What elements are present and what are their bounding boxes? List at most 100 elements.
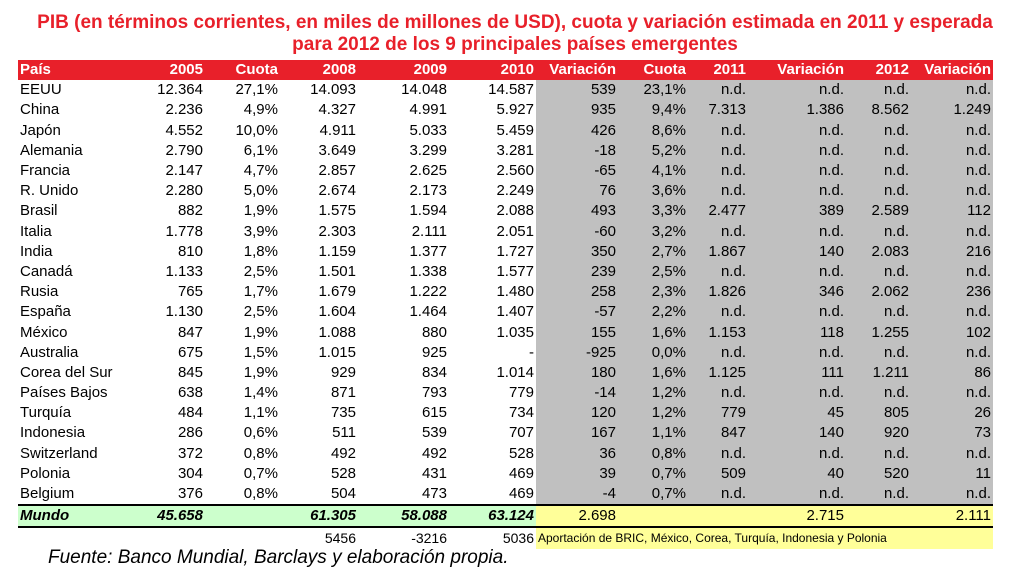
- value-cell: 2.303: [318, 222, 356, 240]
- value-cell: 539: [421, 424, 447, 442]
- table-row: R. Unido 2.280 5,0% 2.674 2.173 2.249 76 3,6% n.…: [18, 181, 993, 202]
- mundo-row: Mundo 45.658 61.305 58.088 63.124 2.698 …: [18, 504, 993, 529]
- value-cell: 847: [688, 423, 748, 444]
- value-cell: 675: [177, 343, 203, 361]
- table-title: PIB (en términos corrientes, en miles de…: [37, 12, 993, 55]
- value-cell: 1.867: [688, 241, 748, 262]
- value-cell: 23,1%: [618, 80, 688, 101]
- country-cell: EEUU: [20, 81, 62, 99]
- value-cell: 779: [508, 384, 534, 402]
- value-cell: 236: [911, 282, 993, 303]
- value-cell: 1,9%: [243, 363, 278, 381]
- header-cell: 2005: [128, 60, 205, 81]
- value-cell: 0,8%: [618, 443, 688, 464]
- value-cell: 5.033: [409, 121, 447, 139]
- mundo-2009: 58.088: [358, 504, 449, 529]
- table-row: Brasil 882 1,9% 1.575 1.594 2.088 493 3,3% 2.477…: [18, 201, 993, 222]
- value-cell: 1.464: [409, 303, 447, 321]
- value-cell: -65: [536, 160, 618, 182]
- value-cell: 2,5%: [243, 262, 278, 280]
- value-cell: n.d.: [688, 483, 748, 506]
- value-cell: 1.679: [318, 283, 356, 301]
- header-cell: 2010: [449, 60, 536, 81]
- value-cell: 1.211: [846, 362, 911, 383]
- value-cell: 539: [536, 80, 618, 101]
- value-cell: -925: [536, 342, 618, 363]
- value-cell: 102: [911, 322, 993, 343]
- value-cell: 1,9%: [243, 202, 278, 220]
- value-cell: 1,2%: [618, 383, 688, 404]
- value-cell: 880: [421, 323, 447, 341]
- value-cell: 882: [177, 202, 203, 220]
- aportacion-note: Aportación de BRIC, México, Corea, Turqu…: [536, 527, 993, 549]
- value-cell: -18: [536, 140, 618, 161]
- value-cell: n.d.: [688, 302, 748, 323]
- value-cell: 1.501: [318, 262, 356, 280]
- value-cell: 39: [536, 463, 618, 484]
- empty-cell: [205, 527, 280, 549]
- value-cell: 1.125: [688, 362, 748, 383]
- value-cell: n.d.: [748, 342, 846, 363]
- value-cell: 120: [536, 403, 618, 424]
- value-cell: 1.255: [846, 322, 911, 343]
- empty-cell: [18, 527, 128, 549]
- table-row: Polonia 304 0,7% 528 431 469 39 0,7% 509 40 520 11: [18, 463, 993, 484]
- value-cell: n.d.: [688, 140, 748, 161]
- value-cell: n.d.: [911, 140, 993, 161]
- header-cell: Variación: [748, 60, 846, 81]
- value-cell: 1.014: [496, 363, 534, 381]
- table-row: Belgium 376 0,8% 504 473 469 -4 0,7% n.d. n.d. n.d…: [18, 483, 993, 506]
- mundo-cuota-2010: [618, 504, 688, 529]
- value-cell: 10,0%: [235, 121, 278, 139]
- country-cell: Corea del Sur: [20, 363, 113, 381]
- value-cell: 5.927: [496, 101, 534, 119]
- table-row: Alemania 2.790 6,1% 3.649 3.299 3.281 -18 5,2% n…: [18, 140, 993, 161]
- value-cell: 14.587: [488, 81, 534, 99]
- table-row: Corea del Sur 845 1,9% 929 834 1.014 180 1,6% 1.…: [18, 362, 993, 383]
- value-cell: 140: [748, 241, 846, 262]
- value-cell: n.d.: [688, 221, 748, 242]
- value-cell: n.d.: [911, 261, 993, 283]
- value-cell: -4: [536, 483, 618, 506]
- value-cell: 216: [911, 241, 993, 262]
- value-cell: 155: [536, 322, 618, 343]
- value-cell: 3,9%: [243, 222, 278, 240]
- table-row: México 847 1,9% 1.088 880 1.035 155 1,6% 1.153 11…: [18, 322, 993, 343]
- value-cell: 4.991: [409, 101, 447, 119]
- table-row: Países Bajos 638 1,4% 871 793 779 -14 1,2% n.d. n…: [18, 383, 993, 404]
- value-cell: 2.111: [411, 222, 447, 240]
- value-cell: n.d.: [748, 181, 846, 202]
- mundo-2010: 63.124: [449, 504, 536, 529]
- country-cell: R. Unido: [20, 182, 79, 200]
- value-cell: 258: [536, 282, 618, 303]
- table-row: Australia 675 1,5% 1.015 925- -925 0,0% n.d. n.d…: [18, 342, 993, 363]
- value-cell: 509: [688, 463, 748, 484]
- value-cell: 638: [177, 384, 203, 402]
- country-cell: Australia: [20, 343, 79, 361]
- value-cell: 925: [421, 343, 447, 361]
- value-cell: 45: [748, 403, 846, 424]
- value-cell: 528: [508, 444, 534, 462]
- value-cell: n.d.: [748, 383, 846, 404]
- value-cell: 112: [911, 201, 993, 222]
- country-cell: España: [20, 303, 71, 321]
- value-cell: n.d.: [911, 483, 993, 506]
- value-cell: 4,1%: [618, 160, 688, 182]
- gdp-table: País 2005 Cuota 2008 2009 2010 Variación…: [18, 60, 993, 549]
- header-cell: 2008: [280, 60, 358, 81]
- value-cell: n.d.: [748, 221, 846, 242]
- value-cell: 180: [536, 362, 618, 383]
- value-cell: 1,6%: [618, 322, 688, 343]
- value-cell: 1,1%: [243, 404, 278, 422]
- value-cell: -14: [536, 383, 618, 404]
- value-cell: 1.377: [409, 242, 447, 260]
- value-cell: -57: [536, 302, 618, 323]
- value-cell: n.d.: [748, 160, 846, 182]
- table-row: Italia 1.778 3,9% 2.303 2.111 2.051 -60 3,2% n.d…: [18, 221, 993, 242]
- value-cell: n.d.: [911, 80, 993, 101]
- header-cell: Cuota: [618, 60, 688, 81]
- value-cell: n.d.: [846, 120, 911, 141]
- value-cell: 3,2%: [618, 221, 688, 242]
- header-cell: 2012: [846, 60, 911, 81]
- value-cell: 2.560: [496, 162, 534, 180]
